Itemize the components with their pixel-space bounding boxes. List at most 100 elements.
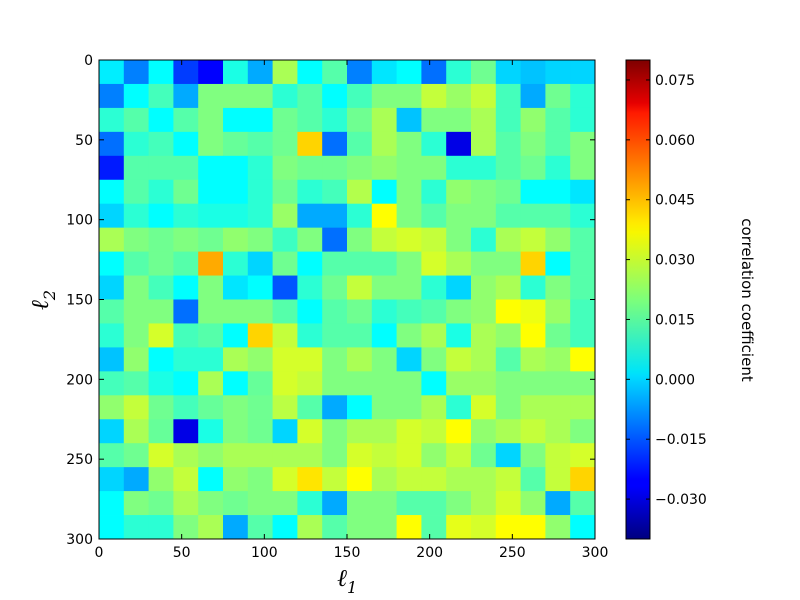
heatmap-cell bbox=[297, 60, 323, 85]
heatmap-cell bbox=[371, 299, 397, 324]
heatmap-cell bbox=[123, 371, 149, 396]
heatmap-cell bbox=[198, 467, 224, 492]
heatmap-cell bbox=[495, 227, 521, 252]
heatmap-cell bbox=[347, 419, 373, 444]
heatmap-cell bbox=[371, 467, 397, 492]
heatmap-cell bbox=[123, 227, 149, 252]
heatmap-cell bbox=[520, 467, 546, 492]
heatmap-cell bbox=[471, 299, 497, 324]
heatmap-cell bbox=[173, 179, 199, 205]
heatmap-cell bbox=[471, 275, 497, 300]
heatmap-cell bbox=[347, 227, 373, 252]
heatmap-cell bbox=[471, 131, 497, 157]
heatmap-cell bbox=[322, 251, 348, 276]
heatmap-cell bbox=[371, 443, 397, 468]
heatmap-cell bbox=[99, 515, 125, 540]
heatmap-cell bbox=[99, 155, 125, 181]
heatmap-cell bbox=[396, 227, 422, 252]
heatmap-cell bbox=[570, 371, 596, 396]
heatmap-cell bbox=[471, 60, 497, 85]
x-tick-label: 100 bbox=[251, 545, 278, 561]
heatmap-cell bbox=[198, 371, 224, 396]
heatmap-cell bbox=[173, 347, 199, 372]
heatmap-cell bbox=[247, 107, 273, 133]
heatmap-cell bbox=[99, 83, 125, 109]
heatmap-cell bbox=[322, 155, 348, 181]
heatmap-cell bbox=[371, 179, 397, 205]
heatmap-cell bbox=[421, 275, 447, 300]
heatmap-cell bbox=[371, 419, 397, 444]
heatmap-cell bbox=[446, 515, 472, 540]
heatmap-cell bbox=[223, 179, 249, 205]
heatmap-cell bbox=[247, 60, 273, 85]
colorbar-tick-label: 0.060 bbox=[655, 133, 695, 149]
heatmap-cell bbox=[198, 347, 224, 372]
heatmap-cell bbox=[322, 443, 348, 468]
heatmap-cell bbox=[123, 251, 149, 276]
colorbar-tick-label: 0.000 bbox=[655, 372, 695, 388]
heatmap-cell bbox=[495, 443, 521, 468]
heatmap-cell bbox=[148, 203, 174, 229]
heatmap-cell bbox=[545, 275, 571, 300]
heatmap-cell bbox=[247, 203, 273, 229]
y-tick-label: 100 bbox=[66, 213, 93, 229]
heatmap-cell bbox=[371, 323, 397, 348]
heatmap-cell bbox=[520, 299, 546, 324]
heatmap-cell bbox=[396, 419, 422, 444]
heatmap-cell bbox=[421, 131, 447, 157]
heatmap-cell bbox=[371, 491, 397, 516]
heatmap-cell bbox=[495, 131, 521, 157]
heatmap-cell bbox=[396, 155, 422, 181]
heatmap-cell bbox=[421, 515, 447, 540]
heatmap-cell bbox=[396, 515, 422, 540]
heatmap-cell bbox=[247, 251, 273, 276]
heatmap-cell bbox=[173, 83, 199, 109]
heatmap-cell bbox=[347, 443, 373, 468]
heatmap-cell bbox=[545, 155, 571, 181]
heatmap-cell bbox=[347, 395, 373, 420]
heatmap-cell bbox=[421, 467, 447, 492]
heatmap-cell bbox=[520, 395, 546, 420]
heatmap-cell bbox=[223, 107, 249, 133]
heatmap-cell bbox=[173, 251, 199, 276]
heatmap-cell bbox=[347, 275, 373, 300]
heatmap-cell bbox=[396, 131, 422, 157]
colorbar-tick-label: 0.075 bbox=[655, 73, 695, 89]
x-axis-label: ℓ1 bbox=[337, 564, 357, 597]
heatmap-cell bbox=[396, 443, 422, 468]
heatmap-cell bbox=[545, 395, 571, 420]
heatmap-cell bbox=[520, 443, 546, 468]
heatmap-cell bbox=[148, 83, 174, 109]
heatmap-cell bbox=[396, 395, 422, 420]
colorbar-tick-label: 0.045 bbox=[655, 193, 695, 209]
heatmap-cell bbox=[297, 443, 323, 468]
heatmap-cell bbox=[396, 107, 422, 133]
heatmap-cell bbox=[347, 491, 373, 516]
heatmap-cell bbox=[570, 467, 596, 492]
heatmap-cell bbox=[495, 179, 521, 205]
heatmap-cell bbox=[123, 131, 149, 157]
heatmap-cell bbox=[198, 275, 224, 300]
heatmap-cell bbox=[247, 467, 273, 492]
heatmap-cell bbox=[545, 323, 571, 348]
heatmap-cell bbox=[148, 419, 174, 444]
x-tick-label: 50 bbox=[173, 545, 191, 561]
heatmap-cell bbox=[347, 203, 373, 229]
heatmap-cell bbox=[297, 371, 323, 396]
heatmap-cell bbox=[495, 275, 521, 300]
heatmap-cell bbox=[223, 419, 249, 444]
heatmap-cell bbox=[570, 83, 596, 109]
heatmap-cell bbox=[545, 203, 571, 229]
heatmap-cell bbox=[322, 203, 348, 229]
heatmap-cell bbox=[446, 179, 472, 205]
heatmap-cell bbox=[99, 491, 125, 516]
heatmap-cell bbox=[272, 467, 298, 492]
heatmap-cell bbox=[545, 131, 571, 157]
x-tick-label: 200 bbox=[416, 545, 443, 561]
heatmap-cell bbox=[446, 155, 472, 181]
heatmap-cell bbox=[471, 323, 497, 348]
heatmap-cell bbox=[396, 323, 422, 348]
colorbar-tick-label: 0.030 bbox=[655, 253, 695, 269]
heatmap-cell bbox=[148, 107, 174, 133]
heatmap-cell bbox=[223, 203, 249, 229]
